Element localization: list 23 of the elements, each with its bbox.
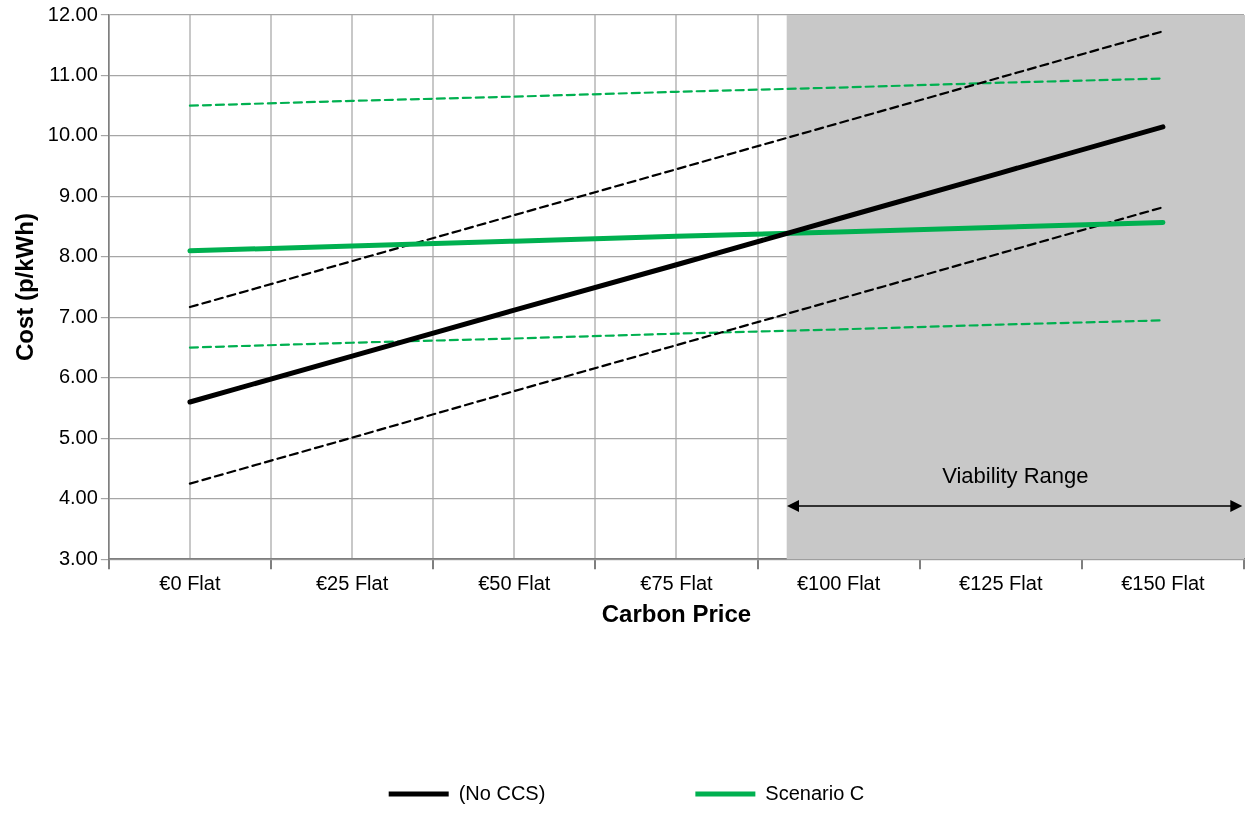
x-tick-label: €75 Flat bbox=[640, 571, 713, 594]
legend-label: (No CCS) bbox=[458, 781, 546, 804]
y-tick-label: 5.00 bbox=[58, 425, 98, 448]
y-tick-label: 3.00 bbox=[58, 546, 98, 569]
x-tick-label: €0 Flat bbox=[159, 571, 221, 594]
y-tick-label: 12.00 bbox=[47, 2, 98, 25]
band-label: Viability Range bbox=[942, 462, 1089, 488]
y-tick-label: 7.00 bbox=[58, 304, 98, 327]
x-tick-label: €150 Flat bbox=[1121, 571, 1206, 594]
y-axis-title: Cost (p/kWh) bbox=[11, 213, 39, 362]
y-tick-label: 10.00 bbox=[47, 123, 98, 146]
y-tick-label: 6.00 bbox=[58, 365, 98, 388]
y-tick-label: 4.00 bbox=[58, 486, 98, 509]
x-tick-label: €50 Flat bbox=[478, 571, 551, 594]
x-axis-title: Carbon Price bbox=[601, 600, 752, 628]
x-tick-label: €25 Flat bbox=[315, 571, 389, 594]
y-tick-label: 11.00 bbox=[49, 62, 98, 85]
y-tick-label: 8.00 bbox=[58, 244, 98, 267]
x-tick-label: €100 Flat bbox=[796, 571, 881, 594]
legend-label: Scenario C bbox=[765, 781, 865, 804]
y-tick-label: 9.00 bbox=[58, 183, 98, 206]
line-series bbox=[188, 30, 1165, 309]
x-tick-label: €125 Flat bbox=[959, 571, 1043, 594]
